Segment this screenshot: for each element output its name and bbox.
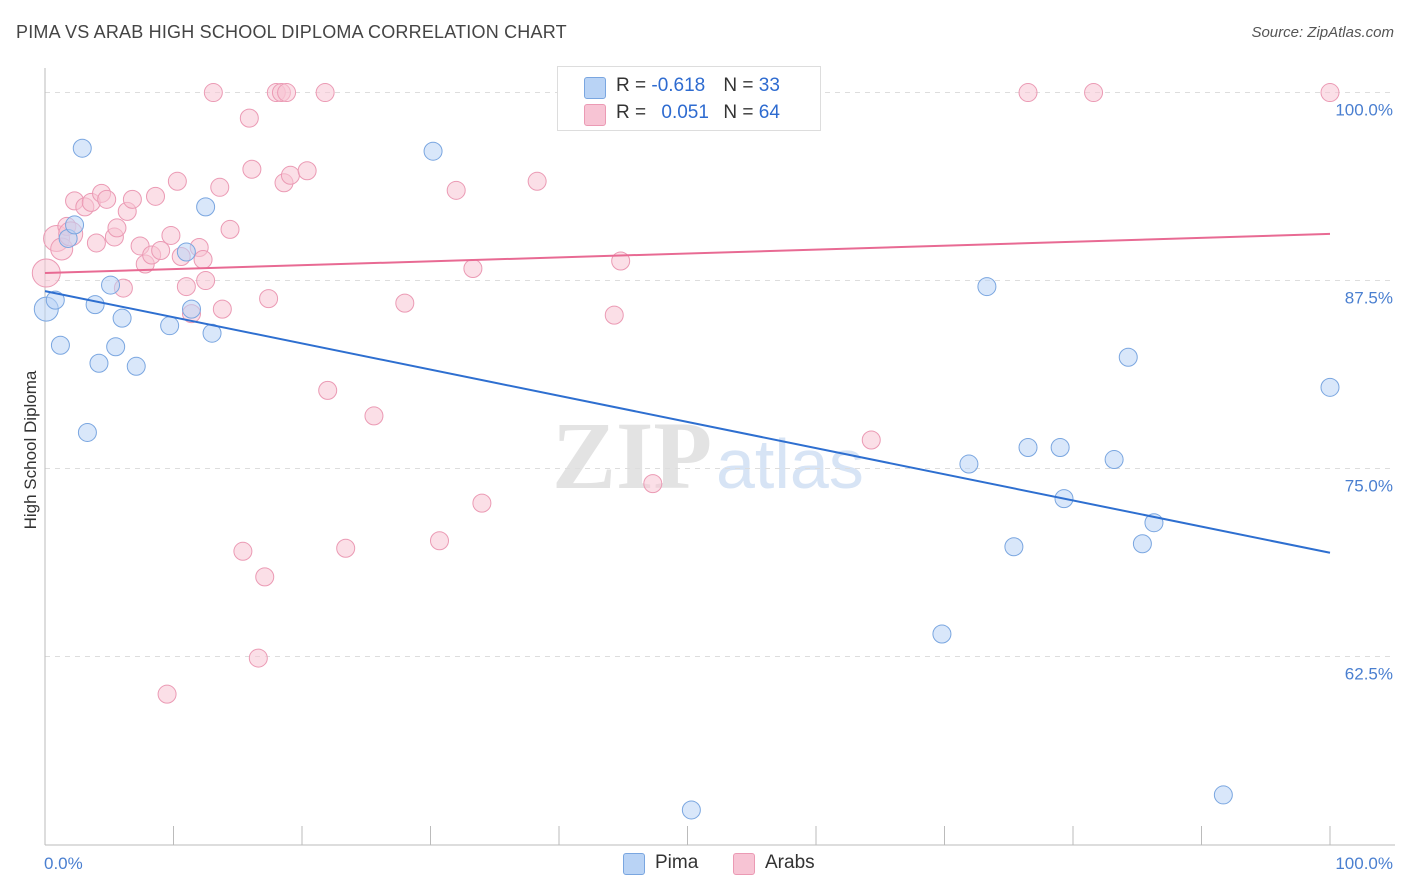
point-arabs — [161, 225, 181, 245]
point-arabs — [463, 259, 483, 279]
point-arabs — [220, 219, 240, 239]
point-arabs — [643, 474, 663, 494]
point-arabs — [146, 186, 166, 206]
point-pima — [681, 800, 701, 820]
point-arabs — [280, 165, 300, 185]
point-arabs — [122, 189, 142, 209]
point-arabs — [318, 380, 338, 400]
point-arabs — [395, 293, 415, 313]
point-pima — [1104, 450, 1124, 470]
point-pima — [65, 215, 85, 235]
point-arabs — [107, 218, 127, 238]
point-arabs — [212, 299, 232, 319]
x-tick-label-min: 0.0% — [44, 854, 83, 873]
legend-pima-n-label: N = — [723, 75, 759, 96]
y-tick-label: 75.0% — [1345, 477, 1393, 496]
point-arabs — [429, 531, 449, 551]
point-pima — [1320, 377, 1340, 397]
point-pima — [101, 275, 121, 295]
watermark-zip: ZIP — [552, 402, 712, 509]
point-arabs — [210, 177, 230, 197]
point-arabs — [1084, 83, 1104, 103]
point-arabs — [242, 159, 262, 179]
point-pima — [181, 299, 201, 319]
legend-arabs-n-value: 64 — [758, 102, 780, 123]
point-arabs — [259, 289, 279, 309]
point-pima — [959, 454, 979, 474]
watermark-atlas: atlas — [716, 425, 864, 503]
point-arabs — [364, 406, 384, 426]
point-pima — [1118, 347, 1138, 367]
point-pima — [45, 290, 65, 310]
trend-line-arabs — [44, 232, 1331, 275]
point-pima — [160, 316, 180, 336]
y-axis-title-wrap: High School Diploma — [16, 310, 46, 600]
point-pima — [932, 624, 952, 644]
point-arabs — [1018, 83, 1038, 103]
point-arabs — [167, 171, 187, 191]
point-arabs — [86, 233, 106, 253]
bottom-legend-swatch-arabs — [733, 853, 755, 875]
point-pima — [176, 242, 196, 262]
point-pima — [72, 138, 92, 158]
point-arabs — [239, 108, 259, 128]
point-pima — [89, 353, 109, 373]
point-arabs — [176, 277, 196, 297]
point-arabs — [446, 180, 466, 200]
point-arabs — [527, 171, 547, 191]
point-arabs — [97, 189, 117, 209]
legend-swatch-arabs — [584, 104, 606, 126]
point-arabs — [604, 305, 624, 325]
source-label: Source: ZipAtlas.com — [1251, 24, 1394, 41]
point-arabs — [297, 161, 317, 181]
point-arabs — [861, 430, 881, 450]
point-pima — [196, 197, 216, 217]
point-arabs — [1320, 83, 1340, 103]
bottom-legend-swatch-pima — [623, 853, 645, 875]
legend-pima-r-value: -0.618 — [651, 75, 706, 96]
correlation-legend: R = -0.618 N = 33 R = 0.051 N = 64 — [557, 66, 821, 131]
trend-line-pima — [44, 290, 1331, 554]
point-arabs — [255, 567, 275, 587]
chart-title: PIMA VS ARAB HIGH SCHOOL DIPLOMA CORRELA… — [16, 22, 567, 42]
point-arabs — [248, 648, 268, 668]
bottom-legend-label-pima: Pima — [655, 852, 699, 873]
point-pima — [77, 422, 97, 442]
point-arabs — [157, 684, 177, 704]
bottom-legend-label-arabs: Arabs — [765, 852, 815, 873]
point-arabs — [472, 493, 492, 513]
x-tick-label-max: 100.0% — [1335, 854, 1393, 873]
point-arabs — [203, 83, 223, 103]
legend-arabs-r-value: 0.051 — [661, 102, 709, 123]
y-tick-label: 87.5% — [1345, 289, 1393, 308]
point-pima — [50, 335, 70, 355]
point-pima — [1018, 438, 1038, 458]
legend-pima-n-value: 33 — [758, 75, 780, 96]
point-arabs — [315, 83, 335, 103]
y-tick-label: 100.0% — [1335, 101, 1393, 120]
point-arabs — [277, 83, 297, 103]
point-arabs — [193, 250, 213, 270]
point-pima — [1132, 534, 1152, 554]
point-arabs — [233, 541, 253, 561]
point-pima — [126, 356, 146, 376]
point-pima — [112, 308, 132, 328]
legend-pima-r-label: R = — [616, 75, 652, 96]
point-pima — [1004, 537, 1024, 557]
y-axis-title: High School Diploma — [21, 370, 40, 530]
point-pima — [106, 337, 126, 357]
point-pima — [423, 141, 443, 161]
point-pima — [1213, 785, 1233, 805]
legend-arabs-r-label: R = — [616, 102, 652, 123]
y-tick-label: 62.5% — [1345, 665, 1393, 684]
legend-swatch-pima — [584, 77, 606, 99]
point-arabs — [196, 271, 216, 291]
point-pima — [1050, 438, 1070, 458]
point-arabs — [151, 240, 171, 260]
point-pima — [85, 295, 105, 315]
point-arabs — [336, 538, 356, 558]
legend-arabs-n-label: N = — [723, 102, 759, 123]
point-pima — [977, 277, 997, 297]
